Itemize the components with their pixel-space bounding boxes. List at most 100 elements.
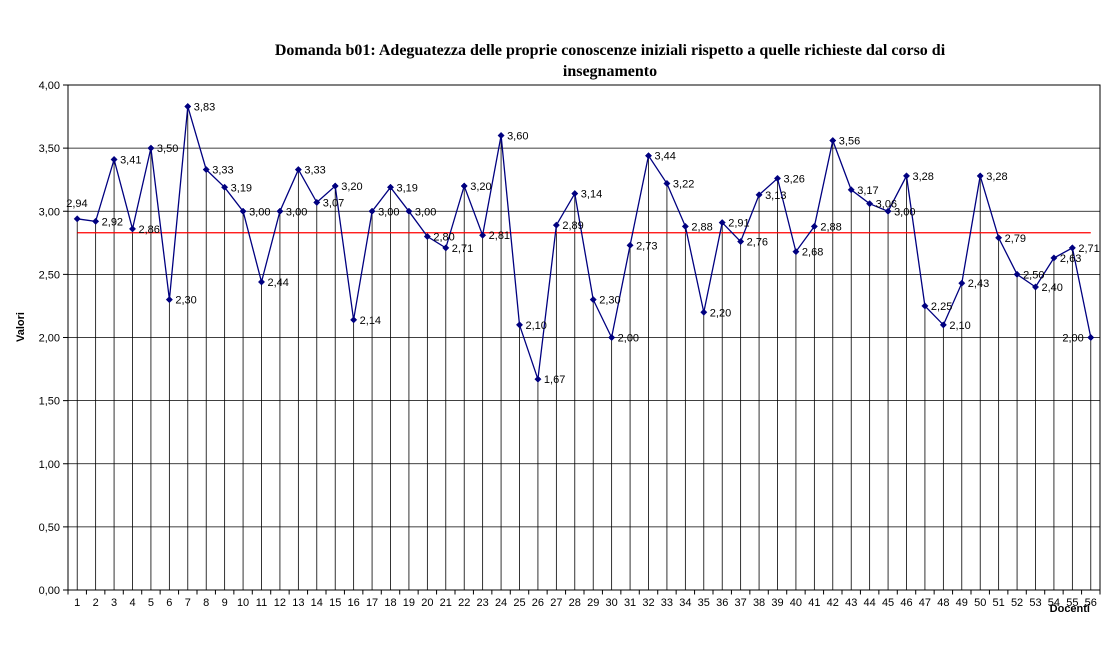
data-label: 3,07: [323, 197, 344, 209]
data-label: 2,71: [452, 243, 473, 255]
x-tick-label: 11: [256, 597, 267, 609]
data-point: [73, 215, 81, 223]
x-tick-label: 29: [587, 597, 599, 609]
data-point: [737, 237, 745, 246]
x-tick-label: 51: [993, 597, 1005, 609]
x-tick-label: 3: [111, 597, 117, 609]
data-point: [663, 179, 671, 188]
data-label: 2,30: [599, 295, 620, 307]
data-point: [479, 231, 487, 239]
x-tick-label: 32: [642, 597, 654, 609]
data-point: [110, 155, 118, 164]
x-tick-label: 10: [237, 597, 249, 609]
x-tick-label: 46: [900, 597, 912, 609]
data-label: 3,00: [415, 206, 436, 218]
data-label: 3,00: [249, 206, 270, 218]
data-point: [368, 207, 376, 215]
x-tick-label: 7: [185, 597, 191, 609]
data-point: [589, 296, 597, 304]
data-point: [276, 207, 284, 215]
y-tick-label: 1,00: [39, 459, 60, 471]
x-tick-label: 9: [222, 597, 228, 609]
data-label: 3,13: [765, 190, 786, 202]
data-label: 3,14: [581, 189, 602, 201]
x-tick-label: 14: [311, 597, 323, 609]
data-point: [331, 182, 339, 190]
x-tick-label: 37: [735, 597, 747, 609]
data-point: [902, 172, 911, 180]
data-label: 2,30: [175, 295, 196, 307]
data-point: [497, 131, 505, 140]
data-label: 2,79: [1005, 233, 1026, 245]
x-tick-label: 48: [937, 597, 949, 609]
data-label: 2,40: [1042, 282, 1063, 294]
x-tick-label: 40: [790, 597, 802, 609]
x-tick-label: 27: [550, 597, 562, 609]
x-tick-label: 47: [919, 597, 931, 609]
data-point: [92, 217, 100, 225]
data-label: 2,86: [139, 224, 160, 236]
x-tick-label: 50: [974, 597, 986, 609]
x-tick-label: 53: [1029, 597, 1041, 609]
chart-title-line2: insegnamento: [562, 63, 658, 80]
y-tick-label: 2,50: [39, 269, 60, 281]
data-label: 2,14: [360, 315, 381, 327]
x-tick-label: 5: [148, 597, 154, 609]
x-tick-label: 36: [716, 597, 728, 609]
data-label: 3,26: [784, 173, 805, 185]
data-label: 2,00: [1062, 333, 1083, 345]
data-point: [128, 225, 137, 233]
data-label: 3,17: [857, 185, 878, 197]
data-label: 3,56: [839, 136, 860, 148]
data-label: 2,94: [66, 198, 87, 210]
data-point: [976, 172, 984, 180]
y-tick-label: 1,50: [39, 396, 60, 408]
data-point: [221, 183, 229, 191]
x-tick-label: 44: [864, 597, 876, 609]
x-tick-label: 54: [1048, 597, 1060, 609]
data-point: [884, 207, 892, 215]
x-tick-label: 52: [1011, 597, 1023, 609]
data-point: [257, 278, 266, 286]
data-point: [202, 166, 210, 174]
x-tick-label: 13: [292, 597, 304, 609]
data-point: [608, 333, 616, 342]
x-tick-label: 19: [403, 597, 415, 609]
data-point: [571, 190, 579, 198]
data-point: [184, 102, 192, 111]
chart-title-line1: Domanda b01: Adeguatezza delle proprie c…: [274, 42, 946, 59]
data-label: 3,28: [986, 171, 1007, 183]
y-tick-label: 4,00: [39, 80, 60, 92]
data-label: 3,20: [470, 181, 491, 193]
x-tick-label: 18: [384, 597, 396, 609]
data-point: [755, 191, 763, 199]
data-point: [866, 200, 874, 208]
data-label: 2,92: [102, 216, 123, 228]
x-tick-label: 33: [661, 597, 673, 609]
data-point: [939, 321, 947, 329]
x-tick-label: 16: [348, 597, 360, 609]
x-tick-label: 6: [166, 597, 172, 609]
data-point: [552, 221, 560, 229]
data-point: [644, 152, 653, 160]
x-tick-label: 1: [74, 597, 80, 609]
x-tick-label: 17: [366, 597, 378, 609]
data-point: [921, 302, 929, 310]
data-label: 2,44: [268, 277, 289, 289]
data-point: [792, 248, 800, 256]
x-tick-label: 38: [753, 597, 765, 609]
data-label: 3,19: [397, 182, 418, 194]
data-label: 2,20: [710, 307, 731, 319]
y-tick-label: 2,00: [39, 333, 60, 345]
data-point: [147, 144, 155, 152]
data-label: 2,88: [691, 221, 712, 233]
y-tick-label: 0,00: [39, 585, 60, 597]
x-tick-label: 31: [624, 597, 636, 609]
series-line: [77, 106, 1092, 380]
data-label: 3,83: [194, 101, 215, 113]
data-point: [847, 186, 855, 194]
x-tick-label: 49: [956, 597, 968, 609]
data-point: [626, 241, 634, 249]
x-tick-label: 26: [532, 597, 544, 609]
